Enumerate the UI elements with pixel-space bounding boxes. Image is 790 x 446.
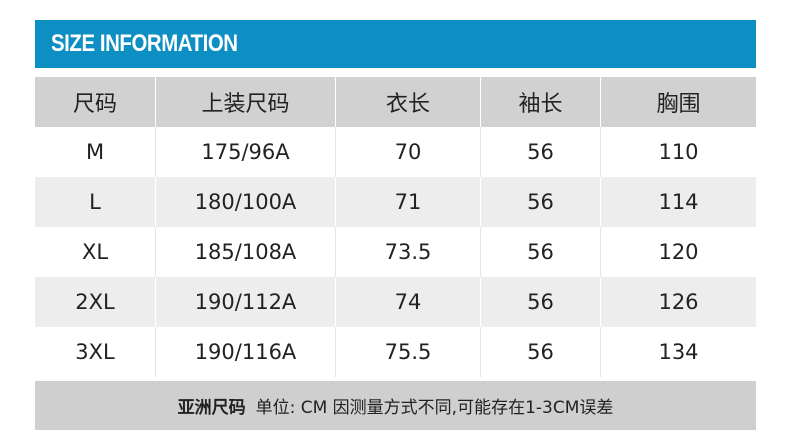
- cell-top-size: 185/108A: [155, 227, 335, 277]
- table-header-row: 尺码 上装尺码 衣长 袖长 胸围: [35, 77, 756, 127]
- cell-size: L: [89, 190, 101, 214]
- cell-chest: 126: [600, 277, 756, 327]
- cell-sleeve: 56: [480, 227, 600, 277]
- cell-length: 74: [335, 277, 480, 327]
- header-chest: 胸围: [600, 77, 756, 127]
- cell-size: 2XL: [75, 290, 115, 314]
- cell-length: 73.5: [335, 227, 480, 277]
- cell-sleeve: 56: [480, 177, 600, 227]
- cell-size: 3XL: [75, 340, 115, 364]
- unit-note: 单位: CM 因测量方式不同,可能存在1-3CM误差: [255, 398, 614, 418]
- cell-sleeve: 56: [480, 127, 600, 177]
- size-info-banner: SIZE INFORMATION: [35, 20, 756, 68]
- cell-chest: 114: [600, 177, 756, 227]
- cell-length: 70: [335, 127, 480, 177]
- measurement-note: 亚洲尺码 单位: CM 因测量方式不同,可能存在1-3CM误差: [35, 381, 756, 430]
- table-row: 2XL 190/112A 74 56 126: [35, 277, 756, 327]
- cell-length: 75.5: [335, 327, 480, 377]
- header-size: 尺码: [72, 92, 117, 117]
- cell-top-size: 180/100A: [155, 177, 335, 227]
- banner-title: SIZE INFORMATION: [51, 30, 238, 57]
- cell-size: M: [85, 140, 105, 164]
- cell-chest: 110: [600, 127, 756, 177]
- table-row: 3XL 190/116A 75.5 56 134: [35, 327, 756, 377]
- header-length: 衣长: [335, 77, 480, 127]
- table-row: L 180/100A 71 56 114: [35, 177, 756, 227]
- cell-top-size: 190/112A: [155, 277, 335, 327]
- cell-chest: 120: [600, 227, 756, 277]
- cell-sleeve: 56: [480, 327, 600, 377]
- cell-chest: 134: [600, 327, 756, 377]
- table-row: XL 185/108A 73.5 56 120: [35, 227, 756, 277]
- cell-sleeve: 56: [480, 277, 600, 327]
- asian-size-label: 亚洲尺码: [177, 398, 246, 418]
- table-row: M 175/96A 70 56 110: [35, 127, 756, 177]
- cell-top-size: 190/116A: [155, 327, 335, 377]
- header-top-size: 上装尺码: [155, 77, 335, 127]
- size-table: 尺码 上装尺码 衣长 袖长 胸围 M 175/96A 70 56 110 L 1…: [35, 77, 756, 377]
- cell-length: 71: [335, 177, 480, 227]
- cell-top-size: 175/96A: [155, 127, 335, 177]
- header-sleeve: 袖长: [480, 77, 600, 127]
- cell-size: XL: [81, 240, 109, 264]
